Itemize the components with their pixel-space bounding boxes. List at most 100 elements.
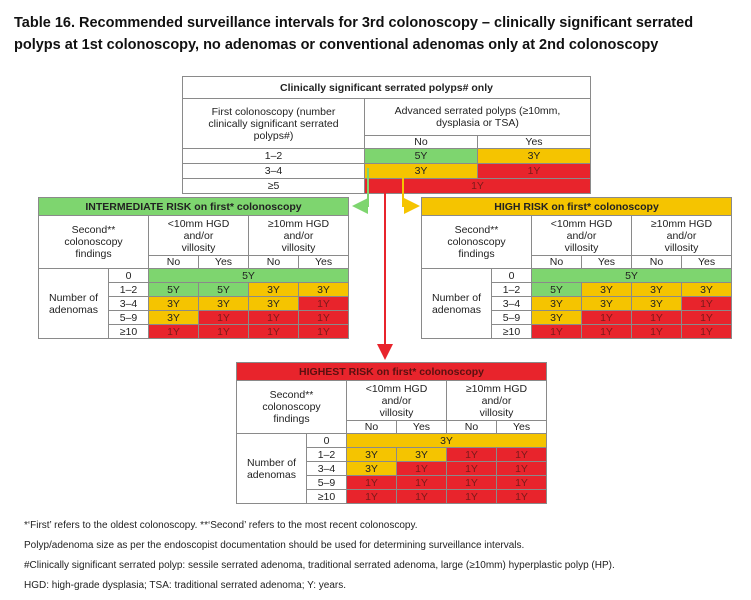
interval-cell: 3Y (346, 461, 397, 476)
interval-cell: 3Y (396, 447, 447, 462)
high-risk-table: HIGH RISK on first* colonoscopy Second**… (420, 197, 733, 339)
interval-cell: 5Y (364, 148, 478, 164)
row-label: 0 (108, 268, 149, 283)
row-label: 0 (491, 268, 532, 283)
interval-cell: 5Y (147, 268, 350, 283)
interval-cell: 5Y (148, 282, 199, 297)
row-label: 5–9 (491, 310, 532, 325)
top-table-header: Clinically significant serrated polyps# … (182, 76, 591, 99)
interval-cell: 3Y (364, 163, 478, 179)
interval-cell: 3Y (581, 282, 632, 297)
row-label: 5–9 (108, 310, 149, 325)
row-label: 3–4 (306, 461, 347, 476)
interval-cell: 1Y (346, 489, 397, 504)
interval-cell: 5Y (531, 282, 582, 297)
col-no: No (531, 255, 582, 269)
interval-cell: 1Y (396, 489, 447, 504)
intermediate-risk-table: INTERMEDIATE RISK on first* colonoscopy … (37, 197, 350, 339)
col-yes: Yes (297, 255, 350, 269)
lt10-header: <10mm HGD and/or villosity (346, 380, 447, 421)
interval-cell: 1Y (680, 324, 733, 339)
interval-cell: 1Y (396, 475, 447, 490)
row-label: ≥10 (108, 324, 149, 339)
interval-cell: 3Y (680, 282, 733, 297)
interval-cell: 1Y (495, 447, 548, 462)
col-yes: Yes (396, 420, 447, 434)
interval-cell: 1Y (680, 310, 733, 325)
number-of-adenomas-label: Number of adenomas (421, 268, 492, 339)
intermediate-risk-header: INTERMEDIATE RISK on first* colonoscopy (37, 197, 350, 216)
col-no: No (631, 255, 682, 269)
footnote: #Clinically significant serrated polyp: … (24, 560, 615, 571)
interval-cell: 3Y (148, 296, 199, 311)
row-label: 5–9 (306, 475, 347, 490)
row-label: ≥5 (182, 178, 365, 194)
interval-cell: 1Y (446, 461, 497, 476)
advanced-serrated-header: Advanced serrated polyps (≥10mm, dysplas… (364, 98, 591, 136)
interval-cell: 1Y (198, 324, 249, 339)
interval-cell: 3Y (531, 296, 582, 311)
lt10-header: <10mm HGD and/or villosity (148, 215, 249, 256)
interval-cell: 3Y (297, 282, 350, 297)
first-colonoscopy-table: Clinically significant serrated polyps# … (182, 76, 591, 194)
interval-cell: 1Y (495, 489, 548, 504)
interval-cell: 1Y (446, 489, 497, 504)
interval-cell: 3Y (477, 148, 591, 164)
interval-cell: 1Y (680, 296, 733, 311)
row-label: 1–2 (182, 148, 365, 164)
interval-cell: 3Y (346, 447, 397, 462)
interval-cell: 1Y (198, 310, 249, 325)
interval-cell: 1Y (581, 324, 632, 339)
interval-cell: 5Y (198, 282, 249, 297)
col-no: No (248, 255, 299, 269)
col-yes: Yes (477, 135, 591, 149)
interval-cell: 1Y (396, 461, 447, 476)
footnote: HGD: high-grade dysplasia; TSA: traditio… (24, 580, 347, 591)
col-no: No (446, 420, 497, 434)
interval-cell: 3Y (148, 310, 199, 325)
row-label: ≥10 (491, 324, 532, 339)
interval-cell: 1Y (446, 475, 497, 490)
interval-cell: 3Y (581, 296, 632, 311)
row-label: 3–4 (182, 163, 365, 179)
interval-cell: 1Y (581, 310, 632, 325)
lt10-header: <10mm HGD and/or villosity (531, 215, 632, 256)
high-risk-header: HIGH RISK on first* colonoscopy (420, 197, 733, 216)
second-findings-header: Second** colonoscopy findings (236, 380, 347, 434)
interval-cell: 5Y (530, 268, 733, 283)
interval-cell: 1Y (364, 178, 591, 194)
interval-cell: 3Y (248, 296, 299, 311)
row-label: 1–2 (306, 447, 347, 462)
interval-cell: 1Y (248, 310, 299, 325)
interval-cell: 3Y (531, 310, 582, 325)
interval-cell: 3Y (631, 282, 682, 297)
first-colonoscopy-header: First colonoscopy (number clinically sig… (182, 98, 365, 149)
ge10-header: ≥10mm HGD and/or villosity (630, 215, 733, 256)
row-label: ≥10 (306, 489, 347, 504)
interval-cell: 1Y (477, 163, 591, 179)
ge10-header: ≥10mm HGD and/or villosity (247, 215, 350, 256)
col-no: No (148, 255, 199, 269)
row-label: 0 (306, 433, 347, 448)
col-no: No (364, 135, 478, 149)
interval-cell: 1Y (495, 475, 548, 490)
footnote: Polyp/adenoma size as per the endoscopis… (24, 540, 525, 551)
row-label: 3–4 (108, 296, 149, 311)
page-title: Table 16. Recommended surveillance inter… (14, 15, 694, 53)
interval-cell: 3Y (345, 433, 548, 448)
interval-cell: 1Y (248, 324, 299, 339)
second-findings-header: Second** colonoscopy findings (421, 215, 532, 269)
footnotes: *‘First’ refers to the oldest colonoscop… (24, 520, 744, 600)
col-yes: Yes (495, 420, 548, 434)
interval-cell: 1Y (531, 324, 582, 339)
interval-cell: 1Y (297, 296, 350, 311)
interval-cell: 3Y (248, 282, 299, 297)
col-yes: Yes (581, 255, 632, 269)
interval-cell: 1Y (148, 324, 199, 339)
second-findings-header: Second** colonoscopy findings (38, 215, 149, 269)
ge10-header: ≥10mm HGD and/or villosity (445, 380, 548, 421)
col-yes: Yes (680, 255, 733, 269)
interval-cell: 3Y (631, 296, 682, 311)
highest-risk-header: HIGHEST RISK on first* colonoscopy (235, 362, 548, 381)
interval-cell: 1Y (297, 310, 350, 325)
